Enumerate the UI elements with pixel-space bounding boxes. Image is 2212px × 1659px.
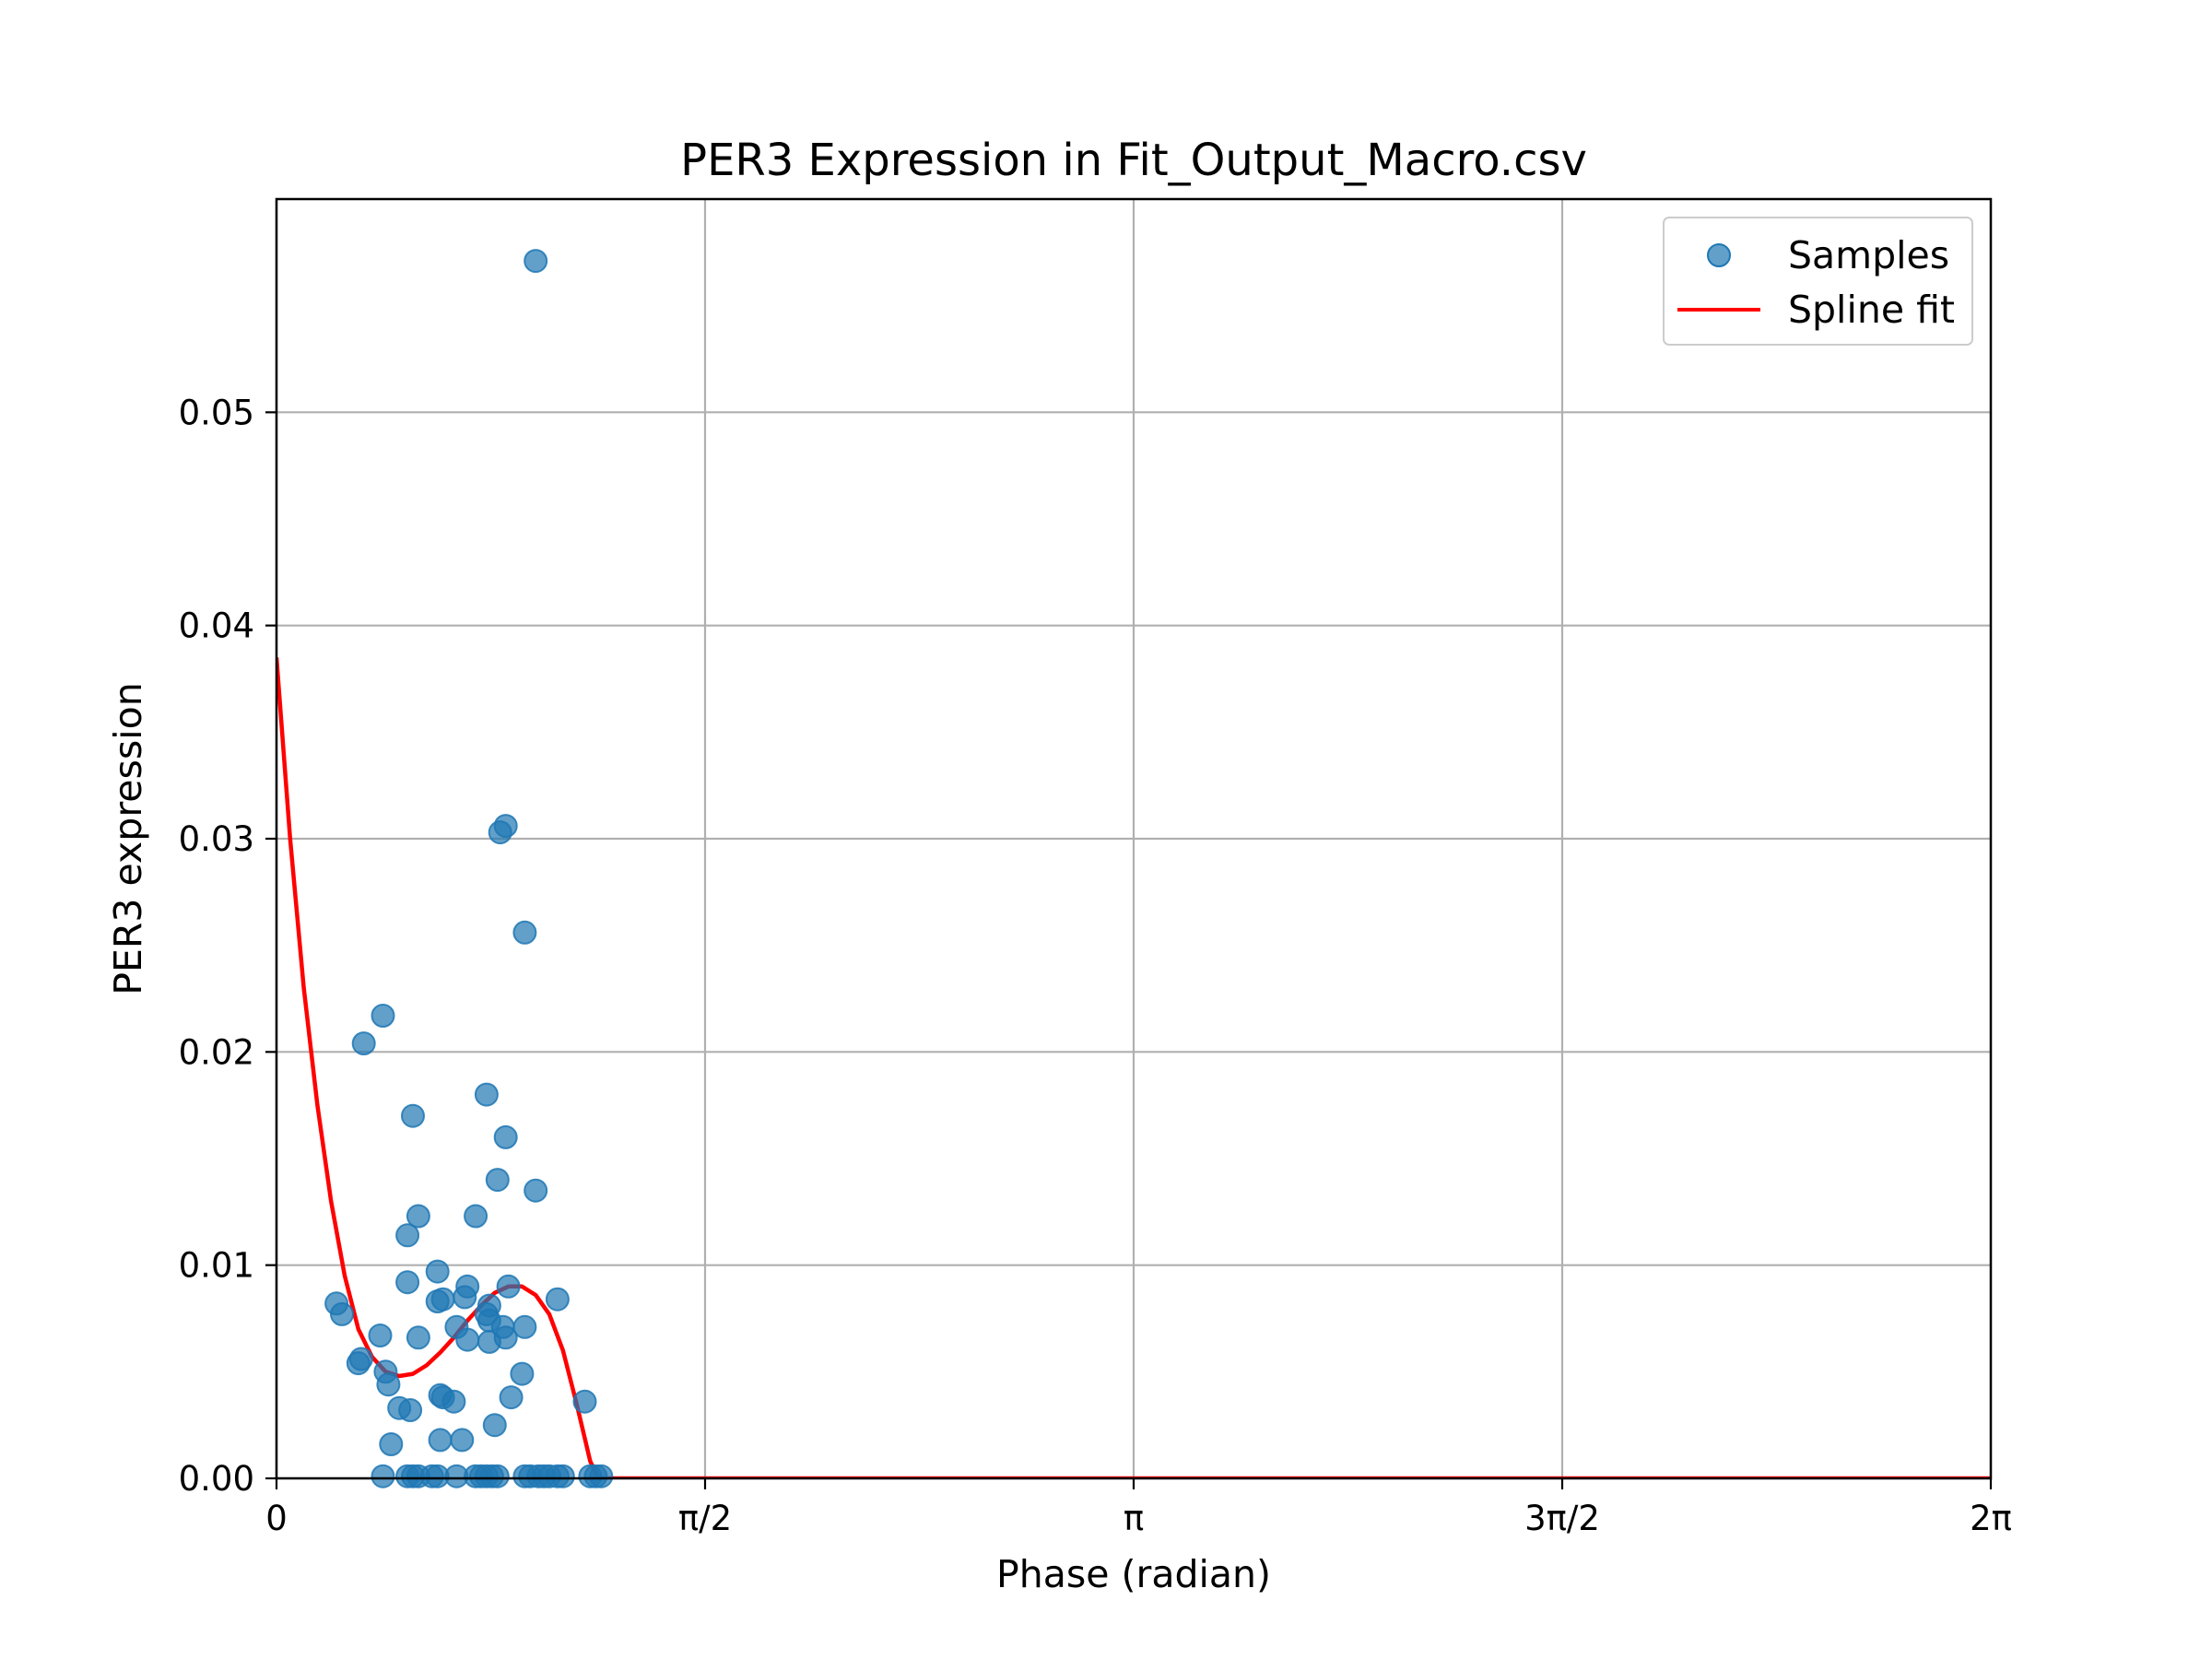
sample-point — [330, 1301, 354, 1326]
sample-point — [493, 1124, 518, 1149]
y-axis-label: PER3 expression — [106, 682, 150, 994]
x-tick-label: π/2 — [678, 1499, 732, 1538]
y-tick-label: 0.02 — [179, 1032, 254, 1072]
sample-point — [488, 820, 512, 845]
sample-point — [406, 1325, 430, 1350]
sample-point — [499, 1385, 524, 1410]
sample-point — [368, 1324, 393, 1347]
grid — [275, 199, 1993, 1480]
sample-point — [395, 1270, 420, 1295]
sample-point — [351, 1031, 376, 1056]
sample-point — [428, 1428, 453, 1453]
sample-point — [589, 1464, 614, 1488]
sample-point — [441, 1389, 466, 1414]
sample-point — [379, 1432, 404, 1456]
sample-point — [512, 1314, 537, 1339]
legend-samples-marker — [1707, 243, 1731, 267]
legend-spline-label: Spline fit — [1788, 288, 1955, 332]
sample-point — [398, 1398, 423, 1422]
sample-point — [524, 1178, 548, 1203]
sample-point — [474, 1082, 499, 1107]
sample-point — [512, 920, 537, 945]
sample-point — [450, 1428, 475, 1453]
sample-point — [496, 1274, 521, 1299]
sample-point — [464, 1204, 488, 1229]
y-tick-label: 0.03 — [179, 819, 254, 859]
legend: Samples Spline fit — [1663, 217, 1973, 346]
sample-point — [395, 1223, 420, 1248]
legend-samples-label: Samples — [1788, 233, 1949, 277]
x-tick-label: 2π — [1970, 1499, 2012, 1538]
y-tick-label: 0.00 — [179, 1459, 254, 1499]
sample-point — [425, 1259, 450, 1284]
sample-point — [524, 249, 548, 274]
sample-point — [485, 1168, 510, 1193]
sample-point — [425, 1289, 450, 1313]
sample-point — [371, 1464, 395, 1488]
sample-point — [371, 1004, 395, 1028]
sample-point — [550, 1464, 575, 1488]
sample-point — [545, 1287, 570, 1312]
sample-point — [346, 1351, 371, 1376]
sample-point — [572, 1389, 597, 1414]
chart-title: PER3 Expression in Fit_Output_Macro.csv — [680, 135, 1587, 186]
y-tick-label: 0.01 — [179, 1246, 254, 1286]
sample-point — [401, 1103, 425, 1128]
y-tick-label: 0.05 — [179, 393, 254, 432]
x-tick-label: π — [1124, 1499, 1144, 1538]
sample-point — [453, 1285, 477, 1310]
y-axis: 0.00 0.01 0.02 0.03 0.04 0.05 — [179, 393, 276, 1499]
samples-layer — [324, 249, 614, 1488]
x-axis: 0 π/2 π 3π/2 2π — [265, 1478, 2012, 1538]
x-axis-label: Phase (radian) — [996, 1552, 1271, 1596]
sample-point — [455, 1327, 480, 1352]
sample-point — [510, 1361, 535, 1386]
x-tick-label: 3π/2 — [1524, 1499, 1600, 1538]
sample-point — [482, 1413, 507, 1438]
legend-box — [1663, 217, 1973, 346]
sample-point — [406, 1204, 430, 1229]
sample-point — [485, 1464, 510, 1488]
sample-point — [376, 1372, 401, 1397]
sample-point — [493, 1325, 518, 1350]
y-tick-label: 0.04 — [179, 606, 254, 646]
x-tick-label: 0 — [265, 1499, 288, 1538]
